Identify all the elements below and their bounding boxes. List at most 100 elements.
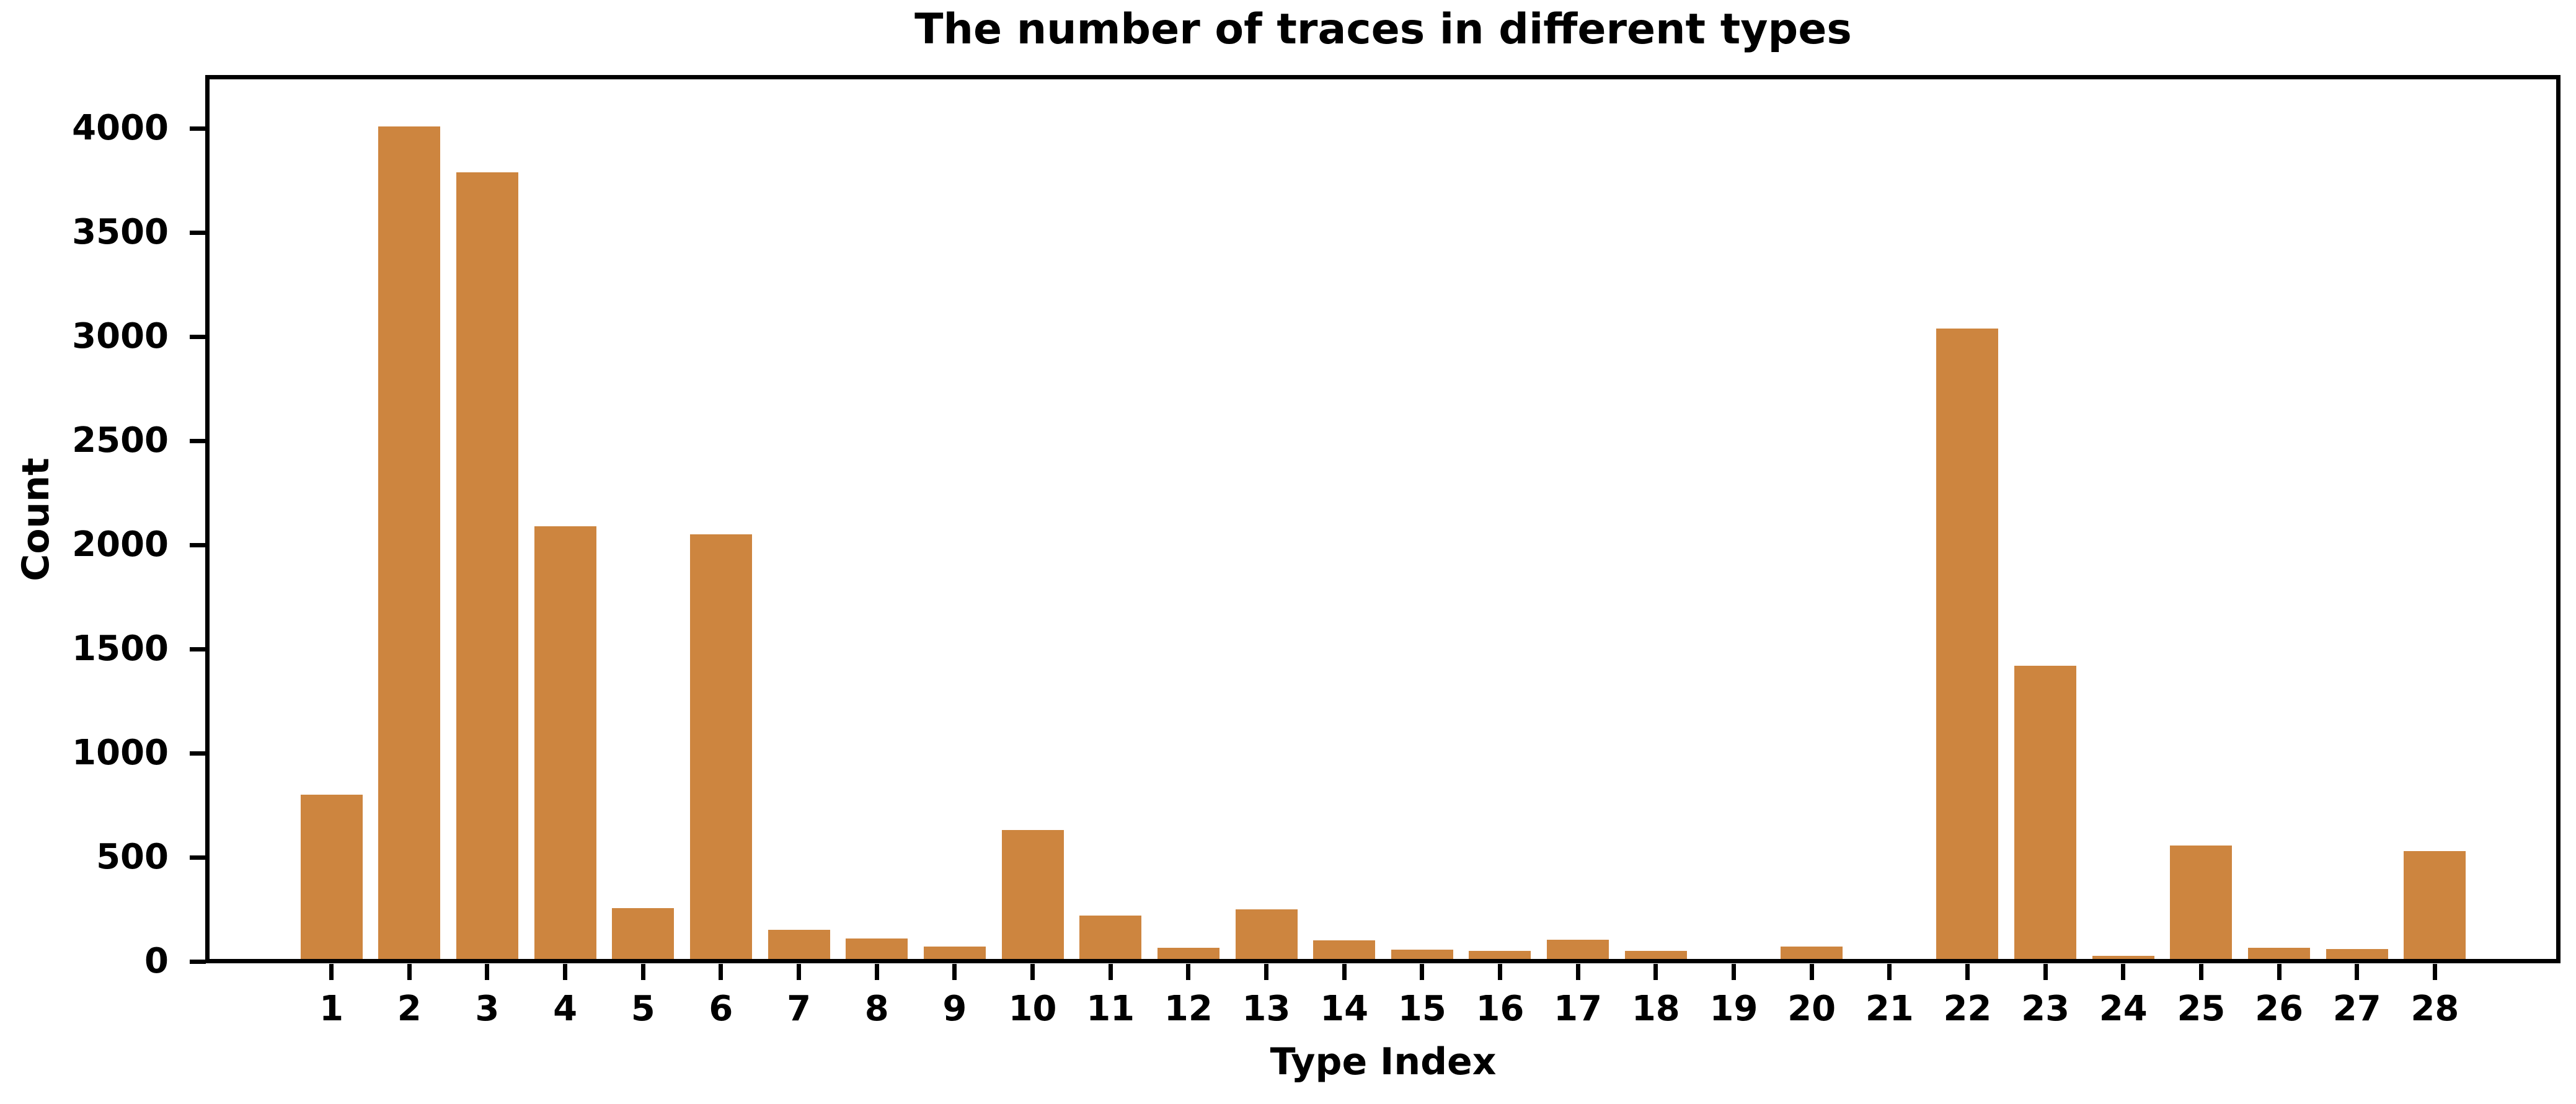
- x-tick-mark: [563, 963, 568, 980]
- x-tick-mark: [2198, 963, 2203, 980]
- y-tick-mark: [189, 438, 206, 443]
- x-tick-label: 19: [1709, 989, 1758, 1029]
- x-tick-mark: [1108, 963, 1113, 980]
- x-tick-label: 16: [1476, 989, 1525, 1029]
- x-tick-label: 25: [2177, 989, 2226, 1029]
- x-tick-label: 10: [1008, 989, 1057, 1029]
- y-tick-label: 3000: [72, 316, 169, 357]
- y-tick-mark: [189, 855, 206, 860]
- x-tick-mark: [640, 963, 645, 980]
- x-tick-label: 18: [1631, 989, 1680, 1029]
- y-tick-label: 1000: [72, 733, 169, 774]
- y-tick-mark: [189, 230, 206, 235]
- x-tick-label: 13: [1242, 989, 1291, 1029]
- x-tick-label: 4: [553, 989, 578, 1029]
- y-tick-label: 2500: [72, 420, 169, 461]
- x-tick-mark: [1497, 963, 1502, 980]
- x-tick-label: 22: [1943, 989, 1992, 1029]
- bar-type-2: [378, 126, 441, 960]
- bar-type-4: [534, 526, 596, 960]
- x-tick-mark: [1030, 963, 1035, 980]
- y-tick-mark: [189, 959, 206, 964]
- x-tick-mark: [1420, 963, 1425, 980]
- bar-type-17: [1547, 939, 1609, 960]
- x-tick-mark: [952, 963, 957, 980]
- x-tick-label: 3: [475, 989, 500, 1029]
- bar-type-11: [1079, 915, 1142, 960]
- x-tick-label: 27: [2332, 989, 2381, 1029]
- x-tick-mark: [797, 963, 802, 980]
- x-tick-mark: [2355, 963, 2360, 980]
- x-tick-mark: [2277, 963, 2282, 980]
- x-tick-mark: [719, 963, 724, 980]
- x-tick-label: 28: [2410, 989, 2459, 1029]
- y-tick-label: 500: [96, 837, 169, 878]
- y-tick-label: 4000: [72, 108, 169, 149]
- x-tick-mark: [1809, 963, 1814, 980]
- x-tick-label: 12: [1164, 989, 1213, 1029]
- x-tick-mark: [1264, 963, 1268, 980]
- bar-type-25: [2170, 846, 2233, 960]
- bar-type-12: [1157, 948, 1219, 960]
- x-tick-mark: [1887, 963, 1892, 980]
- bar-type-27: [2326, 948, 2388, 960]
- x-tick-mark: [2121, 963, 2126, 980]
- x-tick-label: 2: [397, 989, 422, 1029]
- x-tick-label: 1: [319, 989, 344, 1029]
- x-tick-label: 24: [2099, 989, 2148, 1029]
- bar-type-9: [923, 947, 986, 960]
- x-axis-label: Type Index: [1270, 1040, 1497, 1084]
- bar-type-20: [1781, 947, 1843, 960]
- x-tick-label: 21: [1865, 989, 1914, 1029]
- x-tick-mark: [407, 963, 412, 980]
- bar-type-8: [846, 938, 908, 960]
- x-tick-mark: [1342, 963, 1347, 980]
- x-tick-label: 8: [864, 989, 889, 1029]
- x-tick-label: 14: [1320, 989, 1369, 1029]
- y-tick-mark: [189, 334, 206, 339]
- x-tick-label: 17: [1554, 989, 1603, 1029]
- y-tick-label: 2000: [72, 524, 169, 565]
- y-tick-label: 3500: [72, 212, 169, 253]
- bar-type-5: [612, 908, 675, 960]
- bar-type-18: [1624, 951, 1687, 960]
- bar-type-24: [2092, 956, 2154, 960]
- bar-type-26: [2248, 948, 2311, 960]
- y-tick-label: 0: [144, 941, 169, 981]
- x-tick-label: 6: [709, 989, 733, 1029]
- x-tick-mark: [1731, 963, 1736, 980]
- bar-type-1: [300, 795, 363, 960]
- y-tick-label: 1500: [72, 629, 169, 669]
- x-tick-label: 20: [1787, 989, 1836, 1029]
- x-tick-mark: [874, 963, 879, 980]
- bar-type-10: [1001, 830, 1064, 960]
- y-tick-mark: [189, 126, 206, 131]
- y-tick-mark: [189, 647, 206, 651]
- x-tick-mark: [1186, 963, 1191, 980]
- bar-type-28: [2404, 850, 2466, 960]
- x-tick-mark: [1575, 963, 1580, 980]
- x-tick-label: 7: [787, 989, 812, 1029]
- bar-type-7: [768, 930, 830, 960]
- bar-type-15: [1391, 950, 1453, 960]
- plot-area: [205, 75, 2561, 963]
- chart-title: The number of traces in different types: [914, 5, 1852, 54]
- x-tick-mark: [485, 963, 490, 980]
- x-tick-label: 9: [942, 989, 967, 1029]
- bar-type-13: [1235, 909, 1298, 960]
- x-tick-label: 26: [2255, 989, 2304, 1029]
- bar-type-16: [1469, 951, 1531, 960]
- x-tick-label: 5: [631, 989, 655, 1029]
- bar-type-3: [456, 172, 518, 960]
- bar-type-23: [2014, 665, 2077, 960]
- x-tick-label: 15: [1397, 989, 1446, 1029]
- x-tick-label: 23: [2021, 989, 2070, 1029]
- bar-type-14: [1313, 940, 1376, 960]
- bar-type-22: [1936, 328, 1999, 960]
- y-tick-mark: [189, 751, 206, 756]
- x-tick-mark: [2432, 963, 2437, 980]
- bar-type-6: [689, 534, 752, 960]
- x-tick-mark: [329, 963, 334, 980]
- x-tick-mark: [2043, 963, 2048, 980]
